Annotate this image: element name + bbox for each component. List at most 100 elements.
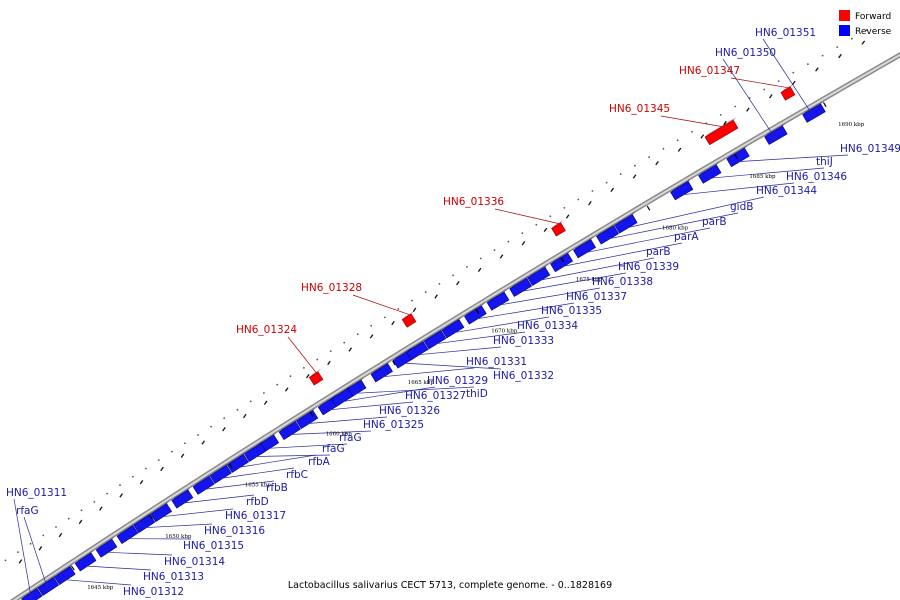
legend: Forward Reverse: [839, 10, 892, 37]
gene-bevel: [487, 289, 508, 303]
gene-label-hn6_01328: HN6_01328: [301, 282, 362, 294]
tick-mark: [822, 102, 827, 108]
track-dot: [466, 266, 468, 268]
tick-label: 1650 kbp: [165, 534, 192, 540]
gene-features: [21, 84, 826, 600]
gene-label-hn6_01344: HN6_01344: [756, 185, 817, 197]
track-dot: [343, 341, 346, 344]
minor-tick: [201, 440, 206, 445]
legend-reverse-swatch: [839, 25, 850, 36]
gene-label-parb: parB: [646, 246, 671, 258]
tick-mark: [475, 308, 480, 314]
gene-bevel: [527, 264, 549, 278]
minor-tick: [38, 546, 43, 551]
leader-line: [435, 331, 526, 345]
track-dot: [356, 333, 359, 336]
leader-line: [709, 167, 825, 179]
minor-tick: [369, 334, 374, 339]
track-dot: [29, 542, 32, 545]
gene-label-hn6_01313: HN6_01313: [143, 571, 204, 583]
gene-label-thid: thiD: [466, 388, 488, 400]
track-dot: [577, 198, 580, 201]
minor-tick: [815, 67, 819, 72]
leader-line: [497, 287, 601, 306]
track-dot: [605, 181, 608, 184]
gene-label-hn6_01334: HN6_01334: [517, 320, 578, 332]
leader-line: [660, 115, 722, 127]
track-dot: [763, 88, 766, 91]
gene-label-hn6_01312: HN6_01312: [123, 586, 184, 598]
tick-label: 1655 kbp: [245, 483, 272, 489]
track-dot: [93, 501, 96, 503]
tick-mark: [392, 360, 396, 366]
gene-body: [704, 119, 739, 146]
gene-bevel: [96, 536, 115, 550]
gene-bevel: [244, 440, 264, 454]
minor-tick: [521, 241, 526, 246]
legend-reverse-label: Reverse: [855, 27, 892, 37]
gene-body: [780, 86, 796, 101]
leader-line: [287, 336, 317, 373]
minor-tick: [58, 532, 63, 538]
track-dot: [424, 291, 427, 294]
gene-label-rfag: rfaG: [16, 505, 39, 517]
genome-backbone: [9, 52, 900, 600]
track-dot: [263, 392, 265, 394]
track-dot: [619, 173, 622, 176]
track-dot: [106, 492, 108, 495]
track-dot: [329, 350, 332, 352]
track-dot: [249, 400, 252, 403]
minor-tick: [119, 493, 123, 498]
minor-tick: [222, 427, 226, 432]
label-leader-lines: [13, 38, 849, 600]
gene-bevel: [75, 550, 95, 564]
track-dot: [821, 54, 824, 57]
leader-line: [538, 257, 655, 281]
leader-line: [220, 467, 295, 479]
track-dot: [236, 408, 239, 411]
leader-line: [403, 362, 502, 370]
track-dot: [80, 509, 83, 512]
minor-tick: [677, 147, 682, 152]
gene-label-parb: parB: [702, 216, 727, 228]
gene-body: [551, 222, 566, 237]
minor-tick: [348, 347, 353, 352]
tick-mark: [70, 565, 75, 571]
gene-label-hn6_01332: HN6_01332: [493, 370, 554, 382]
gene-label-hn6_01326: HN6_01326: [379, 405, 440, 417]
track-dot: [865, 29, 868, 32]
gene-bevel: [54, 563, 74, 578]
leader-line: [730, 77, 788, 89]
leader-line: [289, 430, 372, 435]
minor-tick: [565, 214, 570, 219]
leader-line: [328, 401, 414, 411]
track-dot: [55, 526, 57, 528]
minor-tick: [160, 466, 164, 472]
minor-tick: [391, 320, 395, 326]
track-dot: [662, 147, 665, 150]
tick-label: 1645 kbp: [87, 585, 114, 591]
gene-bevel: [318, 393, 338, 408]
map-caption: Lactobacillus salivarius CECT 5713, comp…: [288, 580, 612, 591]
track-dot: [132, 475, 134, 478]
gene-bevel: [402, 311, 415, 320]
tick-label: 1665 kbp: [408, 380, 435, 386]
minor-tick: [477, 267, 482, 272]
track-dot: [383, 316, 386, 319]
tick-mark: [309, 411, 314, 417]
track-dot: [171, 450, 173, 453]
gene-bevel: [133, 511, 153, 526]
leader-line: [475, 302, 575, 320]
track-dot: [42, 534, 45, 537]
gene-bevel: [227, 451, 247, 465]
gene-bevel: [596, 222, 617, 237]
track-dot: [549, 215, 552, 218]
gene-bevel: [442, 316, 463, 331]
minor-tick: [723, 120, 727, 126]
gene-label-hn6_01350: HN6_01350: [715, 47, 776, 59]
tick-mark: [228, 463, 233, 469]
leader-line: [255, 454, 331, 457]
track-dot: [563, 207, 566, 209]
gene-bevel: [393, 347, 413, 361]
leader-line: [13, 498, 32, 600]
